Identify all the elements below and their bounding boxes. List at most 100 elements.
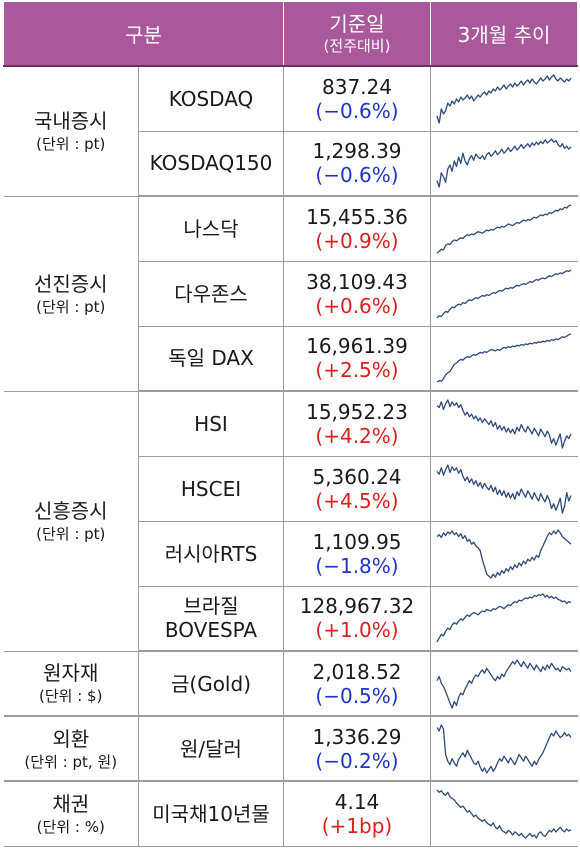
index-value: 15,455.36 [306,204,408,229]
index-value: 1,298.39 [312,139,402,164]
group-name: 국내증시 [33,109,108,134]
group-unit: (단위 : pt, 원) [24,752,118,771]
trend-sparkline [436,138,572,188]
value-cell: 15,952.23 (+4.2%) [283,390,431,457]
group-cell: 채권 (단위 : %) [3,780,139,847]
table-row: 러시아RTS 1,109.95 (−1.8%) [4,520,578,587]
item-name: 미국채10년물 [152,801,270,826]
trend-sparkline [436,399,572,449]
trend-sparkline [436,789,572,839]
trend-sparkline [436,528,572,579]
weekly-change: (−1.8%) [315,553,399,578]
item-name-line1: 브라질 [183,594,239,619]
table-row: 브라질 BOVESPA 128,967.32 (+1.0%) [4,585,578,652]
item-name: 나스닥 [183,216,239,241]
item-name: HSCEI [180,476,242,501]
value-cell: 1,336.29 (−0.2%) [283,715,431,782]
table-row: 선진증시 (단위 : pt) 나스닥 15,455.36 (+0.9%) [3,195,578,392]
header-category: 구분 [3,2,284,66]
table-row: KOSDAQ150 1,298.39 (−0.6%) [4,130,578,197]
group-cell: 원자재 (단위 : $) [3,650,139,717]
sparkline-path [436,593,572,643]
value-cell: 2,018.52 (−0.5%) [283,650,431,717]
item-name: 금(Gold) [171,671,251,696]
trend-sparkline [436,268,572,318]
sparkline-cell [430,455,578,522]
item-name: 러시아RTS [164,541,258,566]
item-cell: 독일 DAX [138,325,284,392]
table-row: 독일 DAX 16,961.39 (+2.5%) [4,325,578,392]
weekly-change: (+2.5%) [315,358,399,383]
weekly-change: (−0.5%) [315,683,399,708]
header-row: 구분 기준일 (전주대비) 3개월 추이 [3,2,578,66]
sparkline-cell [430,130,578,197]
sparkline-path [436,528,572,579]
group-cell: 외환 (단위 : pt, 원) [3,715,139,782]
group-name: 선진증시 [33,271,108,296]
item-cell: KOSDAQ150 [138,130,284,197]
trend-sparkline [436,333,572,383]
group-cell: 선진증시 (단위 : pt) [3,195,139,392]
table-row: 신흥증시 (단위 : pt) HSI 15,952.23 (+4.2%) [3,390,578,652]
table-row: 채권 (단위 : %) 미국채10년물 4.14 (+1bp) [3,780,578,847]
sparkline-cell [430,780,578,847]
sparkline-cell [430,390,578,457]
table-row: HSCEI 5,360.24 (+4.5%) [4,455,578,522]
weekly-change: (+1bp) [321,813,393,838]
trend-sparkline [436,74,572,124]
value-cell: 16,961.39 (+2.5%) [283,325,431,392]
sparkline-path [436,658,572,709]
index-value: 38,109.43 [306,269,408,294]
item-name: HSI [194,411,228,436]
group-cell: 신흥증시 (단위 : pt) [3,390,139,652]
group-name: 신흥증시 [33,499,108,523]
table-row: 다우존스 38,109.43 (+0.6%) [4,260,578,327]
group-unit: (단위 : pt) [36,135,106,154]
index-value: 15,952.23 [306,399,408,424]
value-cell: 5,360.24 (+4.5%) [283,455,431,522]
group-name: 외환 [52,726,90,751]
weekly-change: (+4.2%) [315,423,399,448]
item-name: KOSDAQ150 [149,151,273,176]
item-cell: KOSDAQ [138,65,284,132]
weekly-change: (−0.6%) [315,163,399,188]
value-cell: 15,455.36 (+0.9%) [283,195,431,262]
index-value: 4.14 [334,789,380,814]
index-value: 16,961.39 [306,334,408,359]
sparkline-cell [430,325,578,392]
item-cell: 러시아RTS [138,520,284,587]
item-cell: HSCEI [138,455,284,522]
item-name-line2: BOVESPA [164,618,258,643]
value-cell: 1,298.39 (−0.6%) [283,130,431,197]
item-cell: 브라질 BOVESPA [138,585,284,652]
weekly-change: (−0.6%) [315,98,399,123]
trend-sparkline [436,463,572,514]
market-summary-table: 구분 기준일 (전주대비) 3개월 추이 국내증시 (단위 : pt) KOSD… [3,2,578,847]
table-row: 원자재 (단위 : $) 금(Gold) 2,018.52 (−0.5%) [3,650,578,717]
weekly-change: (+0.6%) [315,293,399,318]
header-value: 기준일 (전주대비) [283,2,431,66]
sparkline-cell [430,715,578,782]
group-unit: (단위 : %) [36,817,105,836]
table-row: 외환 (단위 : pt, 원) 원/달러 1,336.29 (−0.2%) [3,715,578,782]
item-name: 다우존스 [174,281,248,306]
item-cell: HSI [138,390,284,457]
trend-sparkline [436,204,572,254]
header-trend: 3개월 추이 [430,2,578,66]
sparkline-cell [430,585,578,652]
item-name: 독일 DAX [168,346,254,371]
sparkline-cell [430,65,578,132]
item-cell: 나스닥 [138,195,284,262]
index-value: 1,109.95 [312,529,402,554]
sparkline-path [436,723,572,774]
index-value: 128,967.32 [299,594,415,619]
index-value: 1,336.29 [312,724,402,749]
weekly-change: (+4.5%) [315,488,399,513]
trend-sparkline [436,658,572,709]
value-cell: 4.14 (+1bp) [283,780,431,847]
index-value: 837.24 [322,74,392,99]
sparkline-path [436,463,572,514]
item-cell: 금(Gold) [138,650,284,717]
item-cell: 미국채10년물 [138,780,284,847]
sparkline-path [436,74,572,124]
